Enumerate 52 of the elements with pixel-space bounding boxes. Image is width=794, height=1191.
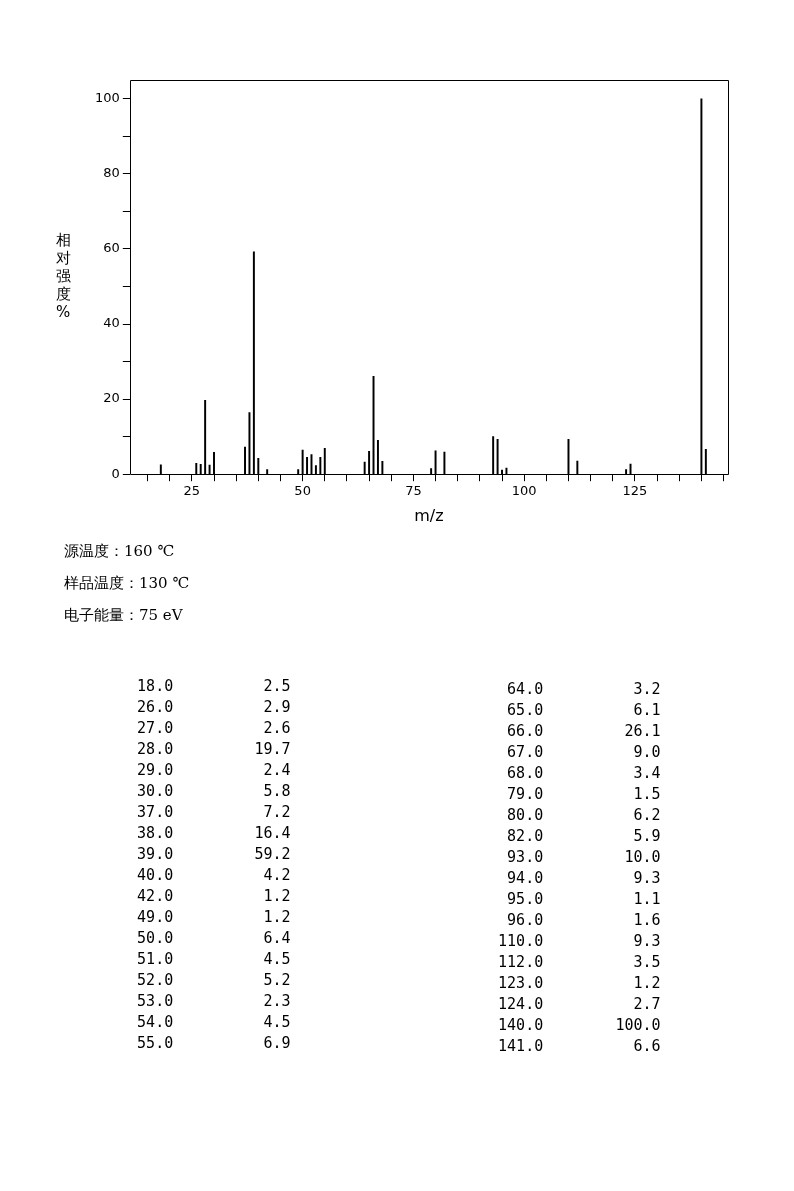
y-tick-label: 80 xyxy=(103,165,120,181)
text: 38.0 16.4 xyxy=(136,823,291,844)
text: 42.0 1.2 xyxy=(136,886,291,907)
y-tick-label: 60 xyxy=(103,240,120,256)
text: 53.0 2.3 xyxy=(136,991,291,1012)
text: 39.0 59.2 xyxy=(136,844,291,865)
text: 67.0 9.0 xyxy=(506,742,661,763)
y-tick-label: 100 xyxy=(94,90,120,106)
y-tick-label: 40 xyxy=(103,315,120,331)
text: 68.0 3.4 xyxy=(506,763,661,784)
x-tick-label: 100 xyxy=(511,483,537,499)
text: 27.0 2.6 xyxy=(136,718,291,739)
text: 29.0 2.4 xyxy=(136,760,291,781)
y-tick-label: 20 xyxy=(103,390,120,406)
text: 124.0 2.7 xyxy=(497,994,661,1015)
x-tick-label: 50 xyxy=(294,483,311,499)
text: 80.0 6.2 xyxy=(506,805,661,826)
y-axis-title: 相对强度% xyxy=(55,230,71,321)
y-tick-label: 0 xyxy=(111,465,120,481)
text: 110.0 9.3 xyxy=(497,931,661,952)
text: 123.0 1.2 xyxy=(497,973,661,994)
text: 55.0 6.9 xyxy=(136,1033,291,1054)
text: 95.0 1.1 xyxy=(506,889,661,910)
text: 82.0 5.9 xyxy=(506,826,661,847)
text: 28.0 19.7 xyxy=(136,739,291,760)
text: 65.0 6.1 xyxy=(506,700,661,721)
text: 26.0 2.9 xyxy=(136,697,291,718)
text: 93.0 10.0 xyxy=(506,847,661,868)
text: 源温度：160 ℃ xyxy=(64,541,176,562)
x-tick-label: 75 xyxy=(405,483,422,499)
text: 50.0 6.4 xyxy=(136,928,291,949)
text: 37.0 7.2 xyxy=(136,802,291,823)
text: 54.0 4.5 xyxy=(136,1012,291,1033)
text: 49.0 1.2 xyxy=(136,907,291,928)
text: 51.0 4.5 xyxy=(136,949,291,970)
text: 140.0 100.0 xyxy=(497,1015,661,1036)
text: 52.0 5.2 xyxy=(136,970,291,991)
text: 64.0 3.2 xyxy=(506,679,661,700)
text: 30.0 5.8 xyxy=(136,781,291,802)
x-tick-label: 25 xyxy=(183,483,201,499)
x-tick-label: 125 xyxy=(622,483,648,499)
text: 112.0 3.5 xyxy=(497,952,661,973)
text: 141.0 6.6 xyxy=(497,1036,661,1057)
text: 电子能量：75 eV xyxy=(64,605,184,626)
text: 66.0 26.1 xyxy=(506,721,661,742)
text: 18.0 2.5 xyxy=(136,676,291,697)
text: 40.0 4.2 xyxy=(136,865,291,886)
text: 96.0 1.6 xyxy=(506,910,661,931)
text: 94.0 9.3 xyxy=(506,868,661,889)
text: 样品温度：130 ℃ xyxy=(64,573,190,594)
text: 79.0 1.5 xyxy=(506,784,661,805)
x-axis-title: m/z xyxy=(414,505,444,525)
